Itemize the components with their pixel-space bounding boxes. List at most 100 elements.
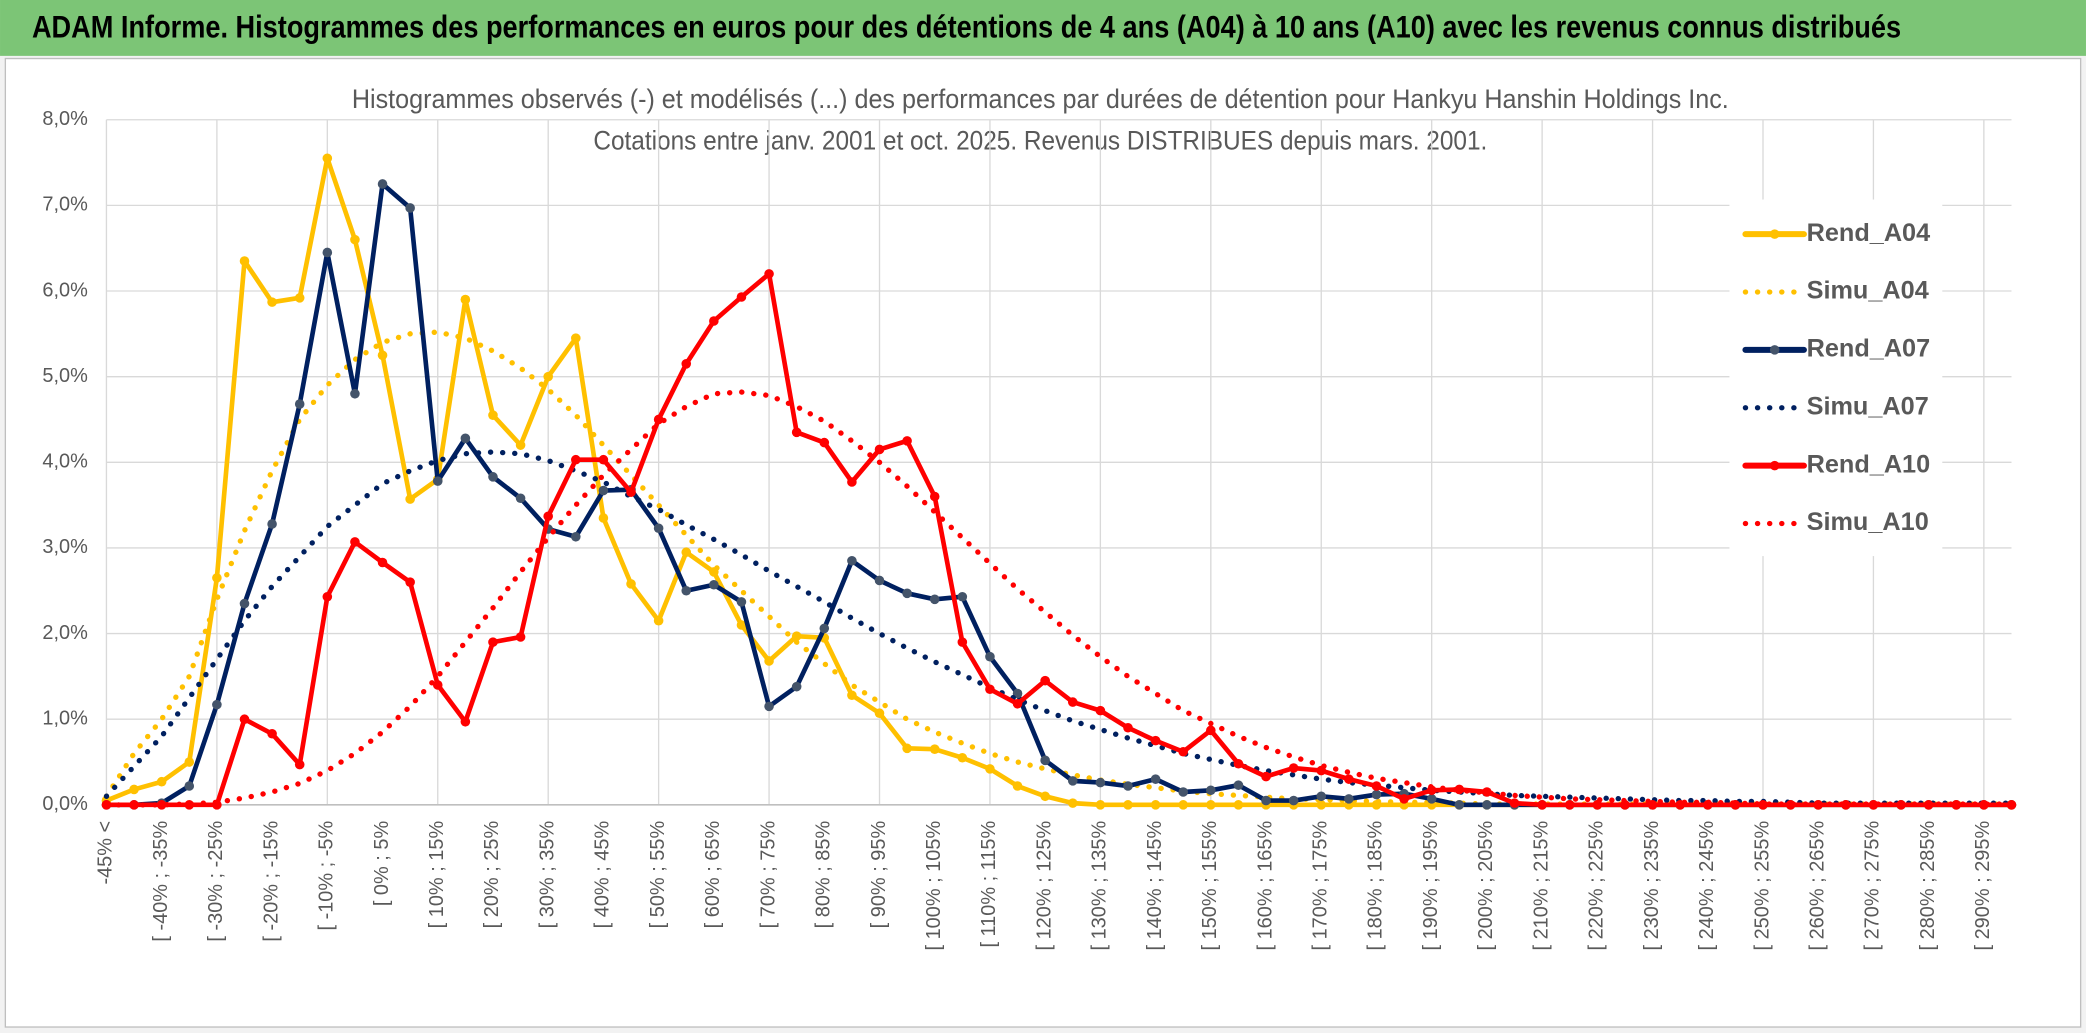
point — [350, 537, 360, 547]
series — [103, 389, 2015, 808]
point — [874, 708, 885, 719]
point — [405, 577, 415, 587]
point — [709, 316, 719, 326]
x-tick-label: [ 220% ; 225% — [1586, 821, 1608, 951]
point — [460, 716, 471, 727]
point — [543, 371, 553, 382]
point — [598, 485, 609, 496]
point — [819, 623, 830, 634]
point — [847, 477, 857, 487]
x-tick-label: [ 210% ; 215% — [1530, 821, 1552, 951]
x-tick-label: [ 170% ; 175% — [1310, 821, 1332, 951]
legend-label: Simu_A10 — [1807, 508, 1929, 536]
point — [1399, 794, 1409, 804]
series — [103, 449, 2015, 806]
point — [902, 436, 912, 446]
point — [1454, 800, 1465, 810]
x-tick-label: [ 150% ; 155% — [1199, 821, 1221, 951]
point — [1564, 800, 1575, 810]
point — [1371, 789, 1382, 800]
point — [653, 523, 664, 534]
x-tick-label: [ 130% ; 135% — [1089, 821, 1111, 951]
x-tick-label: [ 270% ; 275% — [1862, 821, 1884, 951]
point — [184, 781, 195, 791]
point — [626, 579, 636, 589]
series-line — [104, 271, 2014, 808]
point — [1288, 763, 1299, 773]
point — [1233, 758, 1244, 769]
point — [156, 776, 167, 787]
point — [377, 179, 388, 189]
y-tick-label: 1,0% — [42, 707, 88, 729]
x-tick-label: [ 80% ; 85% — [813, 821, 835, 929]
point — [488, 637, 498, 647]
point — [460, 433, 471, 444]
x-tick-label: [ 140% ; 145% — [1144, 821, 1166, 951]
legend-label: Rend_A07 — [1807, 335, 1931, 363]
point — [156, 800, 167, 810]
point — [1040, 791, 1050, 802]
point — [626, 487, 636, 498]
point — [957, 637, 968, 647]
x-tick-label: [ 240% ; 245% — [1696, 821, 1718, 951]
point — [515, 493, 526, 504]
legend-label: Rend_A04 — [1807, 219, 1931, 247]
x-tick-label: [ 100% ; 105% — [923, 821, 945, 951]
x-tick-label: [ 30% ; 35% — [536, 821, 558, 929]
legend-marker — [1769, 460, 1780, 471]
point — [1067, 798, 1078, 808]
point — [929, 744, 940, 754]
point — [1233, 800, 1244, 810]
x-tick-label: [ 90% ; 95% — [868, 821, 890, 929]
y-tick-label: 8,0% — [42, 108, 88, 130]
point — [212, 573, 222, 583]
point — [1206, 800, 1216, 810]
point — [985, 764, 995, 774]
point — [1123, 800, 1133, 810]
point — [957, 591, 968, 602]
point — [1040, 755, 1050, 766]
point — [1095, 800, 1106, 810]
point — [432, 476, 443, 486]
point — [764, 269, 774, 279]
point — [709, 579, 719, 590]
point — [294, 759, 305, 770]
point — [791, 631, 802, 641]
point — [432, 680, 443, 690]
y-tick-label: 3,0% — [42, 536, 88, 558]
point — [1344, 794, 1354, 804]
point — [736, 292, 747, 302]
x-tick-label: -45% < — [95, 821, 117, 885]
point — [1012, 781, 1023, 791]
point — [377, 350, 388, 361]
x-tick-label: [ -20% ; -15% — [260, 821, 282, 942]
point — [1206, 785, 1216, 796]
point — [1178, 746, 1188, 757]
legend-box — [1729, 199, 1943, 557]
x-tick-label: [ 50% ; 55% — [647, 821, 669, 929]
x-tick-label: [ 200% ; 205% — [1475, 821, 1497, 951]
point — [1344, 774, 1354, 784]
point — [571, 454, 581, 465]
point — [791, 681, 802, 692]
x-tick-label: [ 10% ; 15% — [426, 821, 448, 929]
x-tick-label: [ -40% ; -35% — [150, 821, 172, 942]
point — [1261, 795, 1271, 806]
point — [681, 547, 692, 558]
point — [1206, 725, 1216, 736]
x-tick-label: [ 40% ; 45% — [592, 821, 614, 929]
point — [1123, 781, 1133, 791]
point — [405, 494, 415, 504]
point — [819, 437, 830, 448]
point — [267, 728, 277, 739]
x-tick-label: [ 60% ; 65% — [702, 821, 724, 929]
x-tick-label: [ 110% ; 115% — [978, 821, 1000, 948]
point — [791, 427, 802, 438]
x-tick-label: [ 70% ; 75% — [757, 821, 779, 929]
point — [267, 519, 277, 529]
x-tick-label: [ 290% ; 295% — [1972, 821, 1994, 951]
point — [847, 555, 857, 566]
point — [764, 701, 774, 712]
